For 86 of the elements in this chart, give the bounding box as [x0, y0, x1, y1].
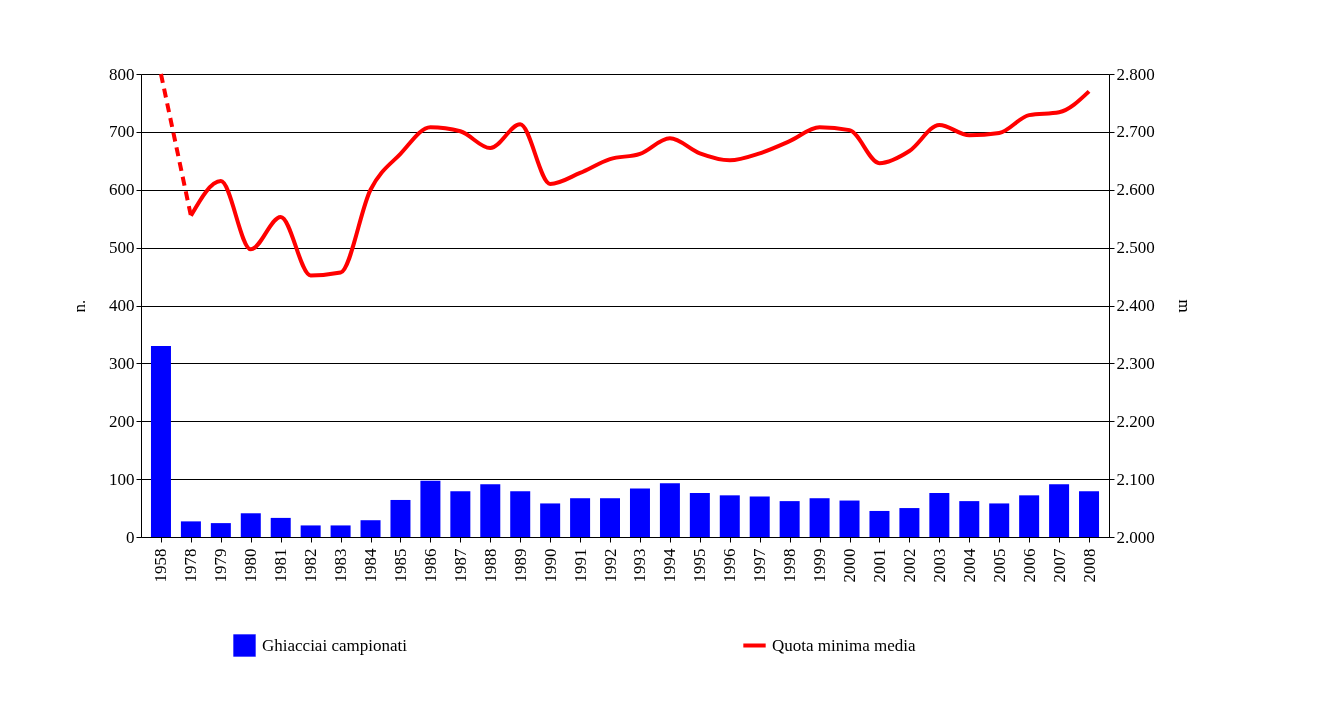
x-tick-label: 2005 — [989, 548, 1009, 583]
x-tick-label: 1995 — [690, 548, 710, 583]
bar — [240, 513, 261, 537]
y2-tick-label: 2.000 — [1116, 527, 1155, 547]
x-tick-label: 2004 — [959, 548, 979, 583]
x-tick-label: 1989 — [510, 548, 530, 583]
bar — [510, 491, 531, 537]
y-tick-label: 100 — [109, 469, 135, 489]
legend-label: Ghiacciai campionati — [262, 635, 408, 655]
x-tick-label: 1992 — [600, 548, 620, 583]
y-tick-label: 800 — [109, 64, 135, 84]
x-tick-label: 2000 — [840, 548, 860, 583]
x-tick-label: 1999 — [810, 548, 830, 583]
x-tick-label: 1986 — [420, 548, 440, 583]
x-tick-label: 2008 — [1079, 548, 1099, 583]
x-tick-label: 2007 — [1049, 548, 1069, 583]
bar — [989, 503, 1010, 537]
legend-label: Quota minima media — [772, 635, 916, 655]
x-tick-label: 1998 — [780, 548, 800, 583]
bar — [959, 501, 980, 537]
bar — [1049, 484, 1070, 537]
x-tick-label: 1958 — [151, 548, 171, 583]
bar — [839, 500, 860, 537]
bar — [749, 496, 770, 537]
x-tick-label: 1993 — [630, 548, 650, 583]
y-tick-label: 400 — [109, 296, 135, 315]
x-tick-label: 2006 — [1019, 548, 1039, 583]
y2-tick-label: 2.100 — [1116, 469, 1155, 489]
bar — [809, 498, 830, 537]
bar — [719, 495, 740, 537]
y-tick-label: 500 — [109, 238, 135, 258]
bar — [390, 499, 411, 537]
x-tick-label: 1979 — [211, 548, 231, 583]
x-tick-label: 1987 — [450, 548, 470, 583]
x-tick-label: 2001 — [869, 548, 889, 583]
x-tick-label: 1984 — [361, 548, 381, 583]
y2-axis-title: m — [1174, 299, 1194, 313]
bar — [210, 523, 231, 537]
x-tick-label: 2003 — [929, 548, 949, 583]
bar — [180, 521, 201, 537]
y-tick-label: 700 — [109, 122, 135, 142]
bar — [330, 525, 351, 537]
y-tick-label: 600 — [109, 180, 135, 200]
bar — [659, 483, 680, 537]
bar — [150, 346, 171, 537]
bar — [1079, 491, 1100, 537]
y2-tick-label: 2.600 — [1116, 180, 1155, 200]
bar — [629, 488, 650, 537]
x-tick-label: 1996 — [720, 548, 740, 583]
y2-tick-label: 2.700 — [1116, 122, 1155, 142]
bar — [689, 493, 710, 537]
bar — [1019, 495, 1040, 537]
bar — [540, 503, 561, 537]
bar — [270, 517, 291, 537]
x-tick-label: 1997 — [750, 548, 770, 583]
x-tick-label: 1990 — [540, 548, 560, 583]
bar — [450, 491, 471, 537]
bar — [480, 484, 501, 537]
y2-tick-label: 2.800 — [1116, 64, 1155, 84]
bar — [899, 508, 920, 537]
bar — [779, 501, 800, 537]
bar — [869, 510, 890, 537]
x-tick-label: 2002 — [899, 548, 919, 583]
y-axis-title: n. — [70, 299, 89, 313]
bar — [570, 498, 591, 537]
x-tick-label: 1983 — [331, 548, 351, 583]
y-tick-label: 200 — [109, 411, 135, 431]
bar — [929, 493, 950, 537]
bar — [600, 498, 621, 537]
y2-tick-label: 2.300 — [1116, 353, 1155, 373]
bar — [300, 525, 321, 537]
y2-tick-label: 2.400 — [1116, 296, 1155, 315]
x-tick-label: 1988 — [480, 548, 500, 583]
x-tick-label: 1985 — [390, 548, 410, 583]
y-tick-label: 300 — [109, 353, 135, 373]
x-tick-label: 1994 — [660, 548, 680, 583]
y2-tick-label: 2.200 — [1116, 411, 1155, 431]
y-tick-label: 0 — [126, 527, 135, 547]
bar — [360, 520, 381, 537]
x-tick-label: 1982 — [301, 548, 321, 583]
x-tick-label: 1980 — [241, 548, 261, 583]
x-tick-label: 1978 — [181, 548, 201, 583]
bar — [420, 480, 441, 537]
x-tick-label: 1981 — [271, 548, 291, 583]
y2-tick-label: 2.500 — [1116, 238, 1155, 258]
x-tick-label: 1991 — [570, 548, 590, 583]
